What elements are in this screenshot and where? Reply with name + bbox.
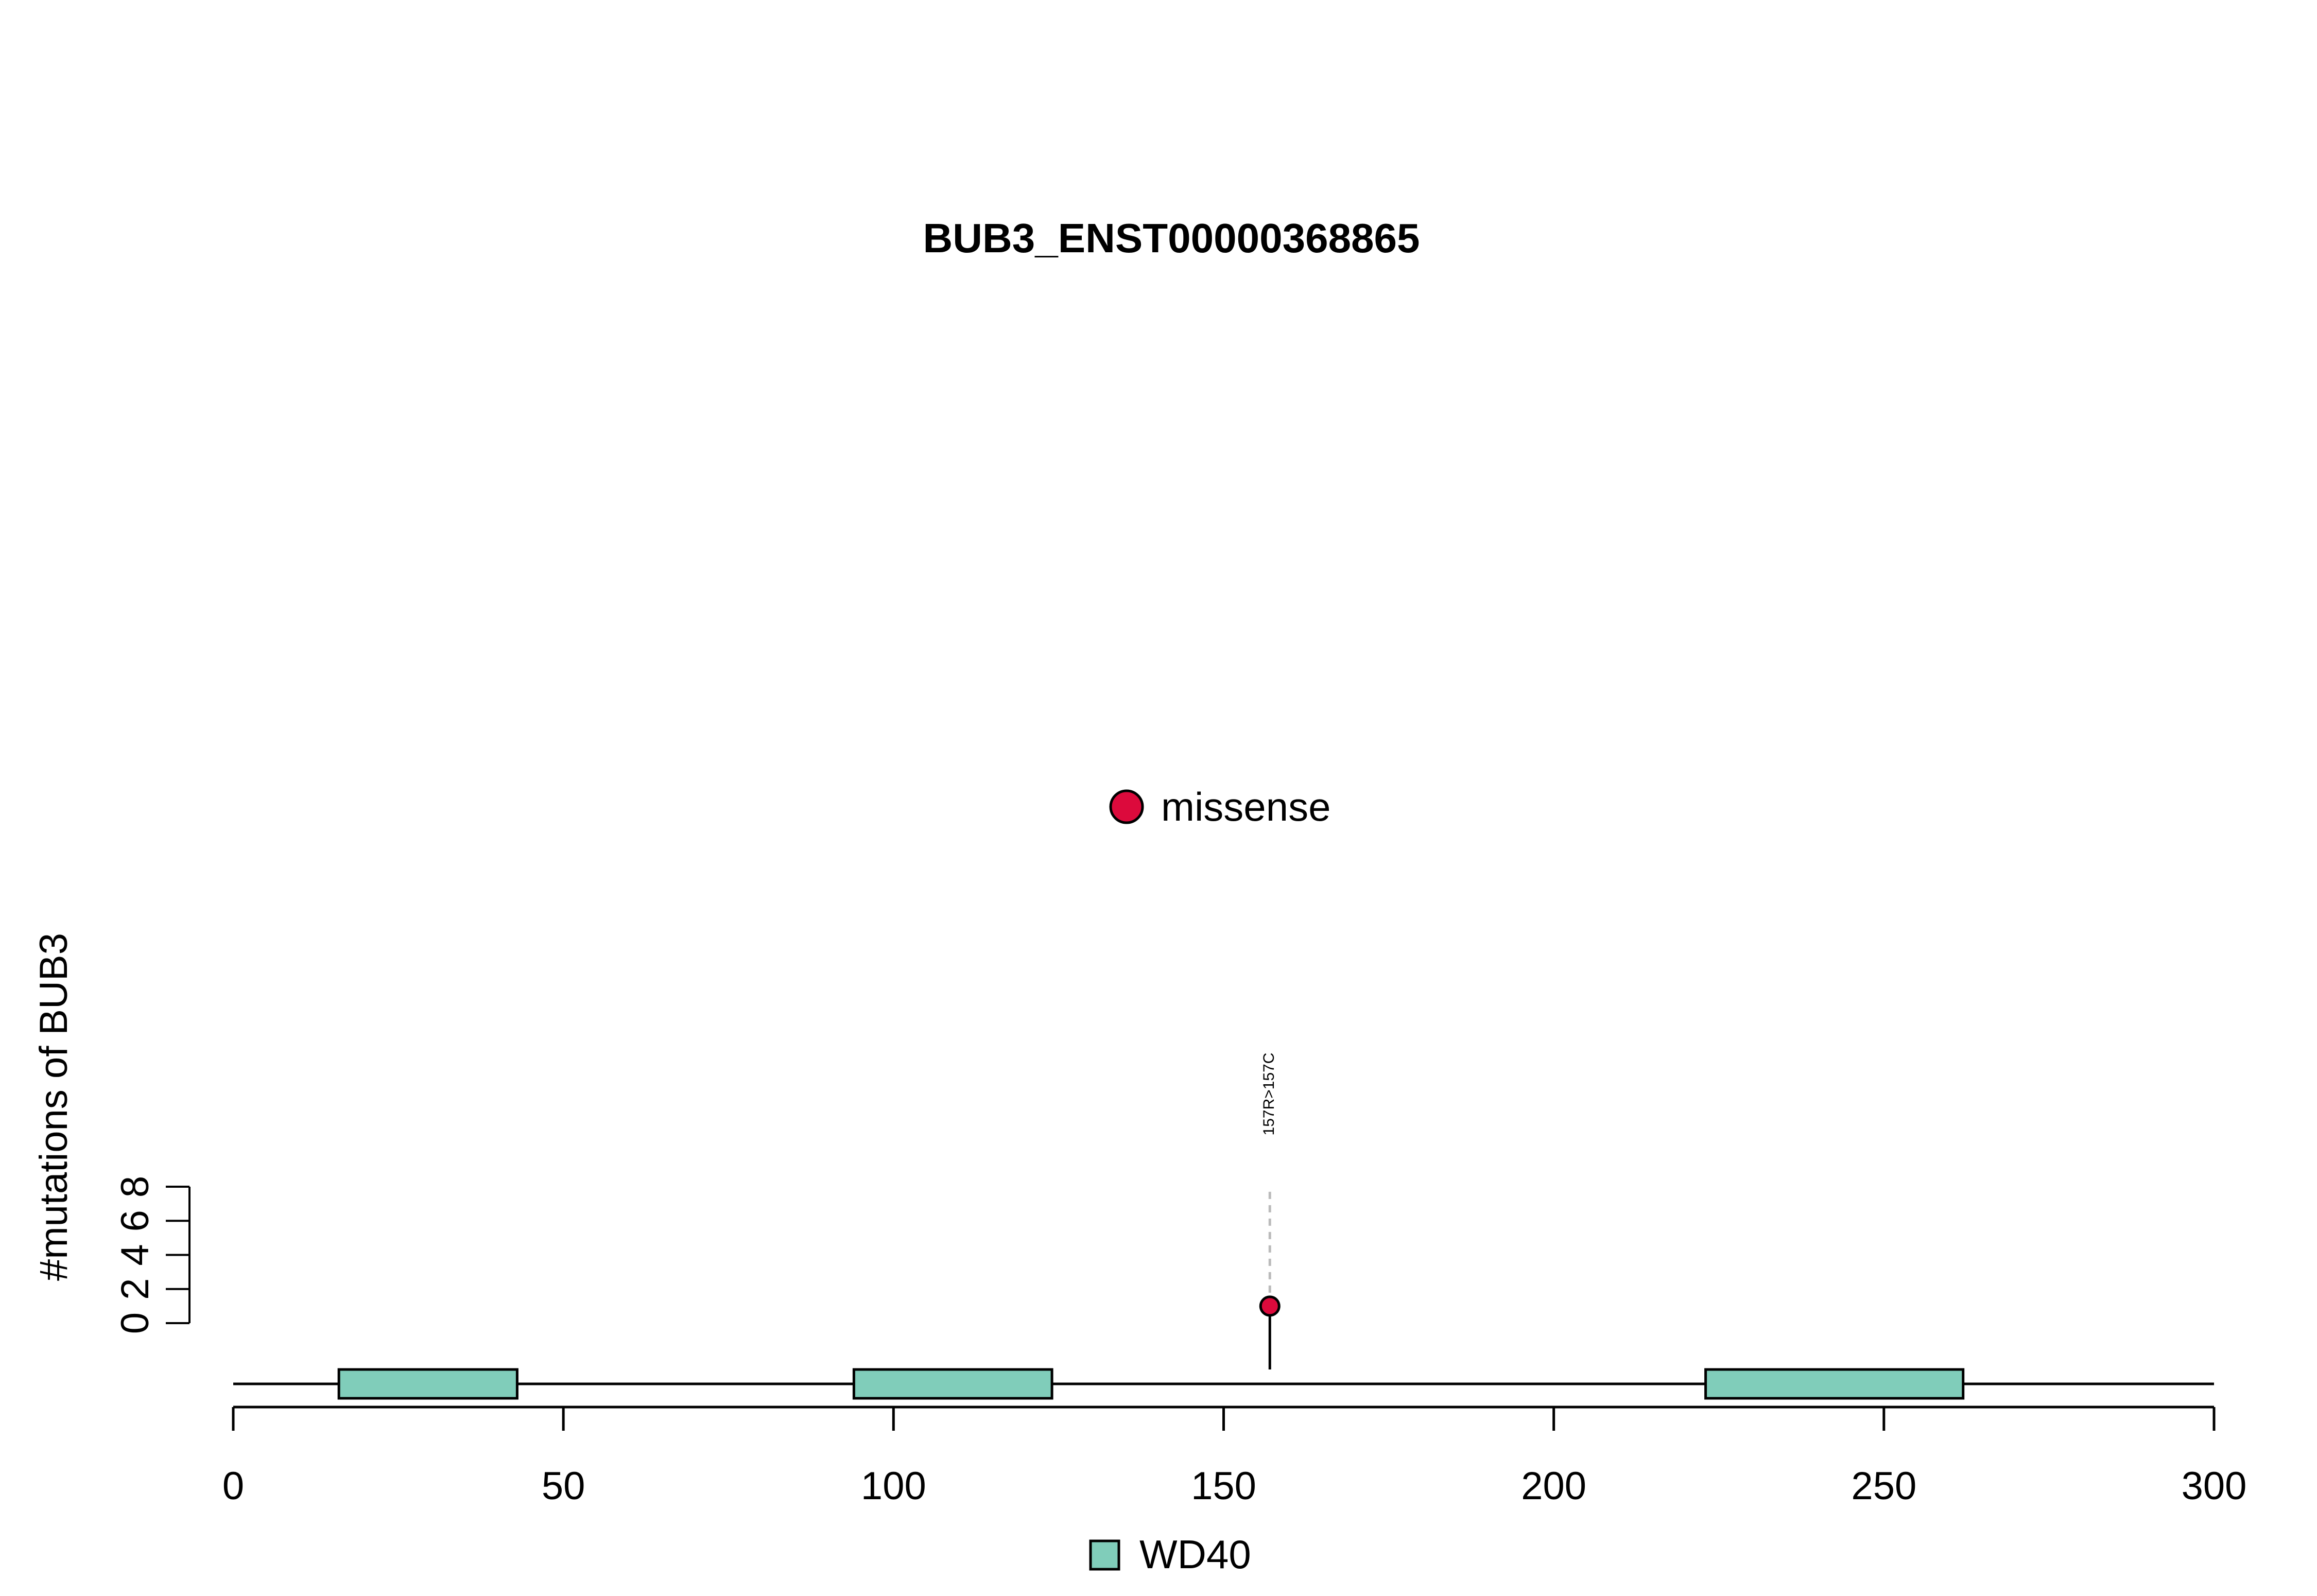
x-tick-label: 300 <box>2182 1464 2247 1508</box>
y-tick-label: 6 <box>113 1210 157 1231</box>
legend-label: WD40 <box>1139 1532 1251 1577</box>
legend-swatch <box>1089 1539 1120 1571</box>
y-axis-label: #mutations of BUB3 <box>32 933 76 1281</box>
y-tick-label: 0 <box>113 1312 157 1334</box>
y-tick-label: 8 <box>113 1176 157 1198</box>
x-tick-label: 100 <box>861 1464 926 1508</box>
y-tick-label: 2 <box>113 1278 157 1300</box>
x-tick-label: 50 <box>542 1464 585 1508</box>
x-tick-label: 0 <box>222 1464 244 1508</box>
lollipop-head <box>1259 1295 1281 1317</box>
y-axis: 0 2 4 6 8 <box>113 1176 191 1334</box>
domain-track <box>337 1368 1965 1400</box>
domain-legend: WD40 <box>1089 1532 1251 1577</box>
x-tick-label: 150 <box>1191 1464 1256 1508</box>
domain-wd40 <box>1704 1368 1965 1400</box>
mutation-label: 157R>157C <box>1260 1053 1277 1136</box>
legend-marker-undefined <box>1109 789 1144 824</box>
legend-label: missense <box>1161 784 1330 829</box>
x-axis: 0 50 100 150 200 250 300 <box>222 1406 2247 1508</box>
domain-wd40 <box>337 1368 518 1400</box>
x-tick-label: 250 <box>1851 1464 1916 1508</box>
mutation-legend: missense <box>1109 784 1330 829</box>
chart-title: BUB3_ENST00000368865 <box>923 215 1420 261</box>
domain-wd40 <box>852 1368 1053 1400</box>
mutation-track: 157R>157C <box>1259 1053 1281 1369</box>
x-tick-label: 200 <box>1521 1464 1586 1508</box>
y-tick-label: 4 <box>113 1244 157 1265</box>
